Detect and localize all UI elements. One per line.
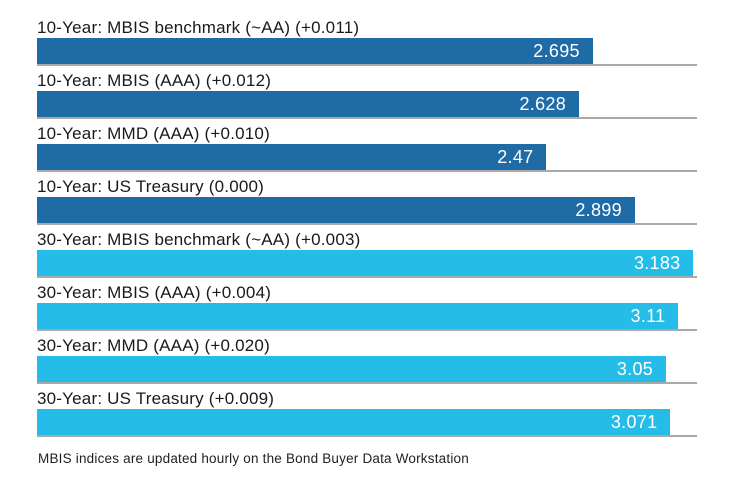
bar-30y-mbis-aaa: 3.11 <box>37 303 679 329</box>
bar-10y-mbis-benchmark: 2.695 <box>37 38 593 64</box>
bar-label: 10-Year: US Treasury (0.000) <box>37 177 265 196</box>
bar-track: 2.899 <box>37 197 697 225</box>
bar-track: 3.183 <box>37 250 697 278</box>
bar-10y-us-treasury: 2.899 <box>37 197 635 223</box>
bar-label: 30-Year: MMD (AAA) (+0.020) <box>37 336 270 355</box>
bar-label: 30-Year: US Treasury (+0.009) <box>37 389 275 408</box>
bar-row: 10-Year: MMD (AAA) (+0.010) 2.47 <box>37 123 697 172</box>
bar-row: 30-Year: MBIS (AAA) (+0.004) 3.11 <box>37 282 697 331</box>
bar-10y-mbis-aaa: 2.628 <box>37 91 580 117</box>
chart-footnote: MBIS indices are updated hourly on the B… <box>38 451 469 466</box>
bar-30y-us-treasury: 3.071 <box>37 409 671 435</box>
bar-track: 3.071 <box>37 409 697 437</box>
bar-value-label: 2.695 <box>533 41 580 61</box>
chart-plot-area: 10-Year: MBIS benchmark (~AA) (+0.011) 2… <box>37 17 697 437</box>
bar-value-label: 2.628 <box>519 94 567 114</box>
bar-track: 3.05 <box>37 356 697 384</box>
bar-track: 2.695 <box>37 38 697 66</box>
bar-value-label: 3.071 <box>610 412 658 432</box>
bar-value-label: 2.899 <box>575 200 622 220</box>
bar-row: 30-Year: US Treasury (+0.009) 3.071 <box>37 388 697 437</box>
bar-10y-mmd-aaa: 2.47 <box>37 144 547 170</box>
bar-track: 3.11 <box>37 303 697 331</box>
bar-label: 10-Year: MBIS benchmark (~AA) (+0.011) <box>37 18 360 37</box>
bar-value-label: 3.183 <box>633 253 681 273</box>
bar-label: 30-Year: MBIS benchmark (~AA) (+0.003) <box>37 230 361 249</box>
bar-value-label: 2.47 <box>497 147 534 167</box>
bar-row: 10-Year: MBIS (AAA) (+0.012) 2.628 <box>37 70 697 119</box>
bar-label: 10-Year: MMD (AAA) (+0.010) <box>37 124 270 143</box>
bar-label: 30-Year: MBIS (AAA) (+0.004) <box>37 283 272 302</box>
bar-row: 30-Year: MBIS benchmark (~AA) (+0.003) 3… <box>37 229 697 278</box>
bar-label: 10-Year: MBIS (AAA) (+0.012) <box>37 71 272 90</box>
bar-row: 10-Year: US Treasury (0.000) 2.899 <box>37 176 697 225</box>
bar-row: 30-Year: MMD (AAA) (+0.020) 3.05 <box>37 335 697 384</box>
bar-track: 2.47 <box>37 144 697 172</box>
bar-row: 10-Year: MBIS benchmark (~AA) (+0.011) 2… <box>37 17 697 66</box>
bar-value-label: 3.11 <box>630 306 666 326</box>
bar-track: 2.628 <box>37 91 697 119</box>
bar-value-label: 3.05 <box>616 359 654 379</box>
bar-30y-mmd-aaa: 3.05 <box>37 356 667 382</box>
bar-30y-mbis-benchmark: 3.183 <box>37 250 694 276</box>
